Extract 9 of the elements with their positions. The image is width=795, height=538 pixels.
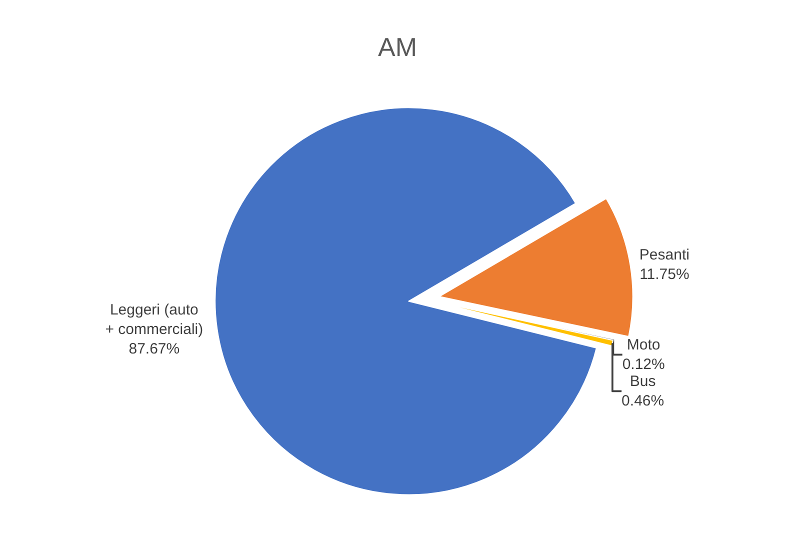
data-label: 11.75% (640, 266, 690, 284)
slice-label: Moto (626, 336, 660, 354)
data-label: 0.12% (622, 356, 665, 373)
data-label: 87.67% (128, 340, 180, 358)
slice-label: Pesanti (639, 246, 690, 264)
slice-label: Leggeri (auto + commerciali) (105, 301, 204, 338)
slice-label: Bus (630, 372, 656, 390)
data-label: 0.46% (622, 392, 664, 410)
chart-title: AM (378, 32, 417, 62)
